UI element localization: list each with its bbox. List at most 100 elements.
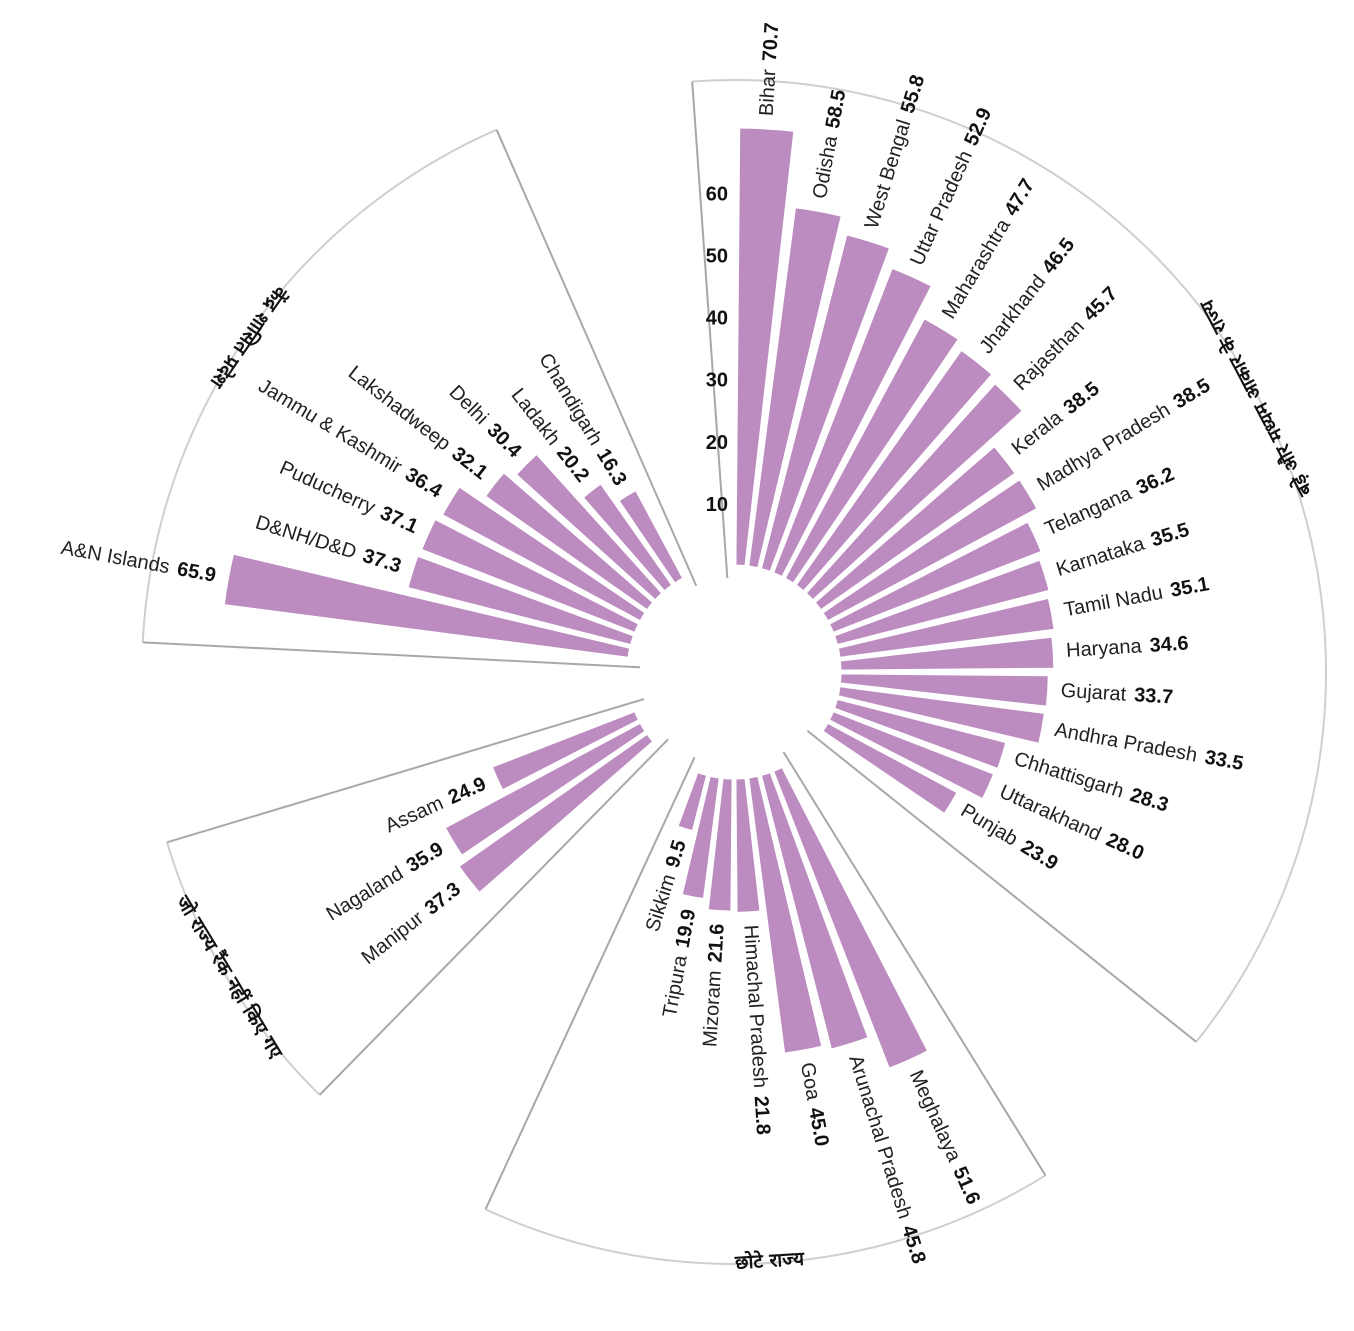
group-divider: [806, 729, 1197, 1043]
bar-label-bihar: Bihar 70.7: [756, 22, 784, 117]
state-name: Andhra Pradesh: [1053, 719, 1199, 767]
group-label: छोटे राज्य: [733, 1247, 805, 1274]
radial-tick-label: 10: [706, 494, 728, 516]
value-label: 58.5: [822, 88, 851, 130]
bar-uttar-pradesh: [770, 265, 935, 580]
group-guides: [141, 79, 1327, 1265]
radial-tick-label: 60: [706, 183, 728, 205]
state-name: D&NH/D&D: [253, 512, 359, 564]
state-name: Tamil Nadu: [1062, 582, 1164, 622]
value-label: 65.9: [175, 558, 217, 587]
bar-meghalaya: [770, 764, 931, 1072]
bar-label-aandn-islands: A&N Islands 65.9: [59, 537, 217, 587]
bar-ladakh: [579, 480, 676, 595]
state-name: Arunachal Pradesh: [844, 1053, 916, 1222]
value-label: 21.6: [705, 923, 729, 963]
bar-odisha: [746, 205, 845, 571]
bar-west-bengal: [758, 231, 893, 575]
bar-bihar: [733, 125, 797, 569]
bar-andhra-pradesh: [835, 684, 1048, 747]
bar-label-madhya-pradesh: Madhya Pradesh38.5: [1034, 375, 1215, 496]
bar-haryana: [837, 634, 1057, 673]
group-divider: [318, 738, 669, 1096]
radial-tick-label: 30: [706, 370, 728, 392]
group-divider: [782, 751, 1047, 1176]
value-label: 34.6: [1149, 633, 1189, 657]
state-name: Bihar: [756, 68, 781, 116]
bar-jharkhand: [792, 347, 996, 595]
state-name: Karnataka: [1054, 533, 1148, 581]
bar-label-jammu-and-kashmir: Jammu & Kashmir36.4: [254, 375, 446, 503]
bar-rajasthan: [802, 380, 1026, 604]
bar-aandn-islands: [221, 551, 633, 660]
state-name: Mizoram: [700, 970, 727, 1048]
value-label: 37.3: [421, 878, 465, 919]
value-label: 38.5: [1170, 375, 1215, 414]
bar-himachal-pradesh: [733, 775, 763, 915]
bar-goa: [746, 773, 825, 1056]
bar-puducherry: [418, 516, 642, 636]
group-label: केंद्र शासित प्रदेश: [205, 281, 292, 393]
value-label: 33.7: [1133, 685, 1173, 709]
value-label: 55.8: [897, 72, 930, 116]
value-label: 33.5: [1203, 747, 1245, 776]
bar-karnataka: [831, 556, 1053, 648]
bar-label-himachal-pradesh: Himachal Pradesh 21.8: [739, 924, 774, 1135]
state-name: Haryana: [1066, 636, 1144, 663]
bar-sikkim: [674, 769, 710, 834]
bar-manipur: [455, 730, 657, 896]
value-label: 19.9: [672, 907, 701, 949]
state-name: Puducherry: [276, 457, 378, 519]
state-name: Manipur: [358, 907, 429, 969]
group-divider: [484, 756, 696, 1210]
value-label: 52.9: [960, 105, 996, 150]
bar-jammu-and-kashmir: [439, 483, 649, 624]
value-label: 35.1: [1169, 573, 1211, 602]
bar-label-mizoram: Mizoram 21.6: [700, 923, 729, 1048]
value-label: 35.5: [1148, 519, 1192, 552]
value-label: 47.7: [1000, 175, 1039, 220]
value-label: 36.4: [401, 464, 446, 503]
group-label: जो राज्य रैंक नहीं किए गए: [171, 891, 288, 1064]
state-name: Delhi: [444, 381, 492, 429]
group-arc: [692, 79, 1327, 1043]
value-label: 70.7: [759, 22, 783, 62]
value-label: 16.3: [592, 445, 631, 490]
state-name: Odisha: [809, 133, 842, 200]
state-name: Assam: [382, 792, 447, 837]
radial-tick-label: 50: [706, 246, 728, 268]
state-name: Uttar Pradesh: [907, 148, 978, 270]
bar-delhi: [512, 450, 666, 604]
bar-telangana: [826, 518, 1045, 636]
bar-punjab: [819, 720, 961, 817]
value-label: 35.9: [403, 838, 448, 877]
bar-uttarakhand: [826, 708, 997, 802]
state-name: Himachal Pradesh: [739, 924, 771, 1088]
bar-label-tamil-nadu: Tamil Nadu 35.1: [1062, 573, 1211, 621]
state-name: West Bengal: [861, 117, 916, 231]
value-label: 45.7: [1079, 283, 1122, 326]
value-label: 37.1: [377, 502, 422, 538]
radial-ticks: 10 20 30 40 50 60: [706, 183, 728, 515]
group-divider: [166, 698, 645, 844]
bar-madhya-pradesh: [819, 476, 1041, 624]
state-name: A&N Islands: [59, 537, 171, 578]
group-divider: [142, 641, 641, 669]
state-name: Meghalaya: [905, 1067, 966, 1166]
bar-label-meghalaya: Meghalaya51.6: [905, 1067, 984, 1208]
bar-lakshadweep: [482, 469, 657, 614]
radial-tick-label: 20: [706, 432, 728, 454]
value-label: 45.8: [897, 1223, 930, 1267]
value-label: 23.9: [1017, 836, 1062, 875]
value-label: 28.0: [1103, 829, 1148, 865]
value-label: 21.8: [749, 1095, 773, 1135]
bar-label-haryana: Haryana 34.6: [1066, 633, 1190, 662]
value-label: 32.1: [447, 443, 491, 484]
state-name: Maharashtra: [938, 215, 1015, 323]
value-label: 24.9: [445, 773, 490, 809]
bar-arunachal-pradesh: [758, 769, 872, 1053]
bar-dandnh-dandd: [405, 553, 637, 648]
bars: [221, 125, 1057, 1072]
bar-maharashtra: [782, 315, 962, 587]
